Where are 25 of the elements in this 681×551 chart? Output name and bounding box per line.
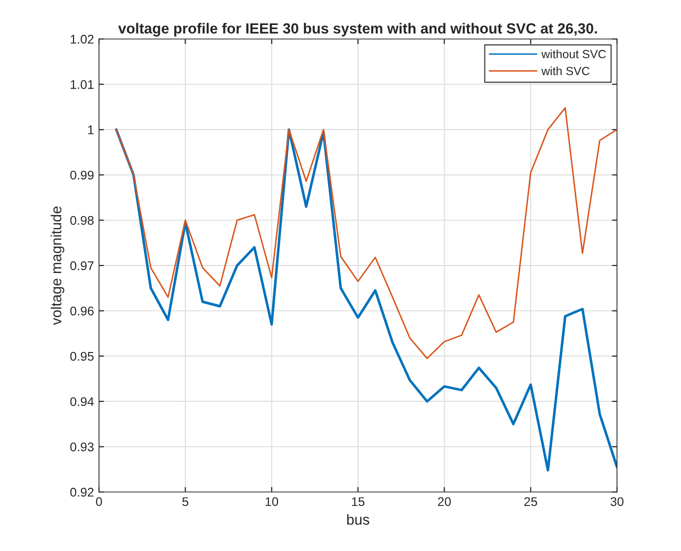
- y-tick-label: 1.01: [70, 80, 94, 89]
- x-tick-label: 20: [438, 497, 451, 506]
- line-series: [115, 128, 617, 472]
- y-tick-label: 0.99: [70, 170, 94, 180]
- y-tick-label: 0.94: [70, 397, 94, 406]
- x-tick-label: 0: [96, 497, 102, 506]
- y-tick-label: 0.98: [70, 216, 94, 225]
- line-series: [116, 107, 617, 360]
- x-tick-label: 25: [524, 497, 538, 506]
- y-tick-label: 0.96: [70, 306, 94, 316]
- chart-title: voltage profile for IEEE 30 bus system with and without SVC at 26,30.: [118, 22, 597, 37]
- y-axis-title: voltage magnitude: [50, 206, 64, 326]
- y-tick-label: 0.97: [70, 261, 94, 270]
- x-tick-label: 30: [610, 497, 624, 506]
- legend-label: with SVC: [541, 66, 590, 76]
- x-tick-label: 5: [182, 497, 188, 506]
- legend-label: without SVC: [541, 50, 606, 58]
- y-tick-label: 1.02: [70, 34, 94, 44]
- x-tick-label: 15: [352, 497, 364, 506]
- y-tick-label: 0.95: [70, 352, 94, 361]
- y-tick-label: 1: [88, 126, 94, 134]
- x-axis-title: bus: [347, 514, 370, 525]
- y-tick-label: 0.93: [70, 442, 94, 452]
- y-tick-label: 0.92: [70, 488, 94, 497]
- x-tick-label: 10: [266, 497, 278, 506]
